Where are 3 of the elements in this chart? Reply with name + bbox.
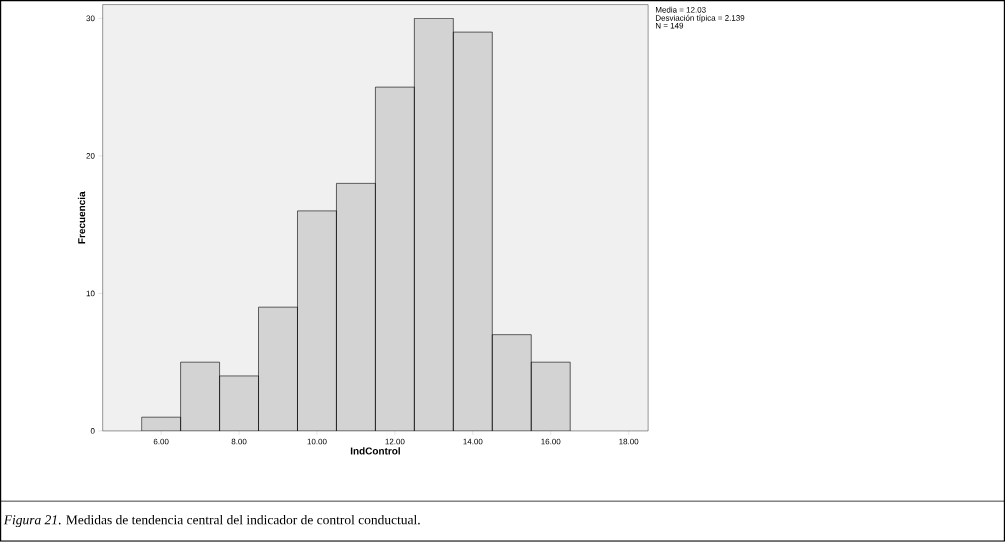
text: Figura 21. Medidas de tendencia central del indicador de control conductual.: [3, 515, 420, 528]
x-axis-title: IndControl: [350, 447, 400, 455]
y-axis-title: Frecuencia: [77, 191, 86, 244]
